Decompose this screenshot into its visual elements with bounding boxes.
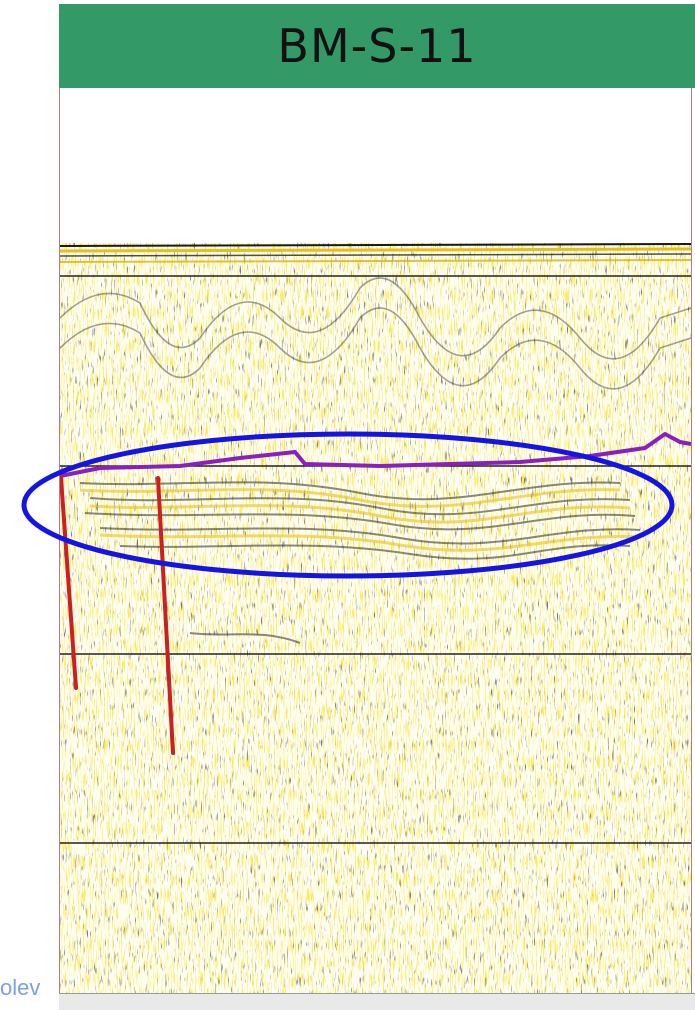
seismic-texture xyxy=(60,243,691,993)
bottom-strip xyxy=(59,993,695,1010)
section-title: BM-S-11 xyxy=(277,19,477,73)
seismic-section xyxy=(59,88,692,993)
title-bar: BM-S-11 xyxy=(59,4,695,88)
seafloor-reflection xyxy=(60,243,691,263)
corner-text: olev xyxy=(0,975,41,1000)
seismic-section-image xyxy=(60,243,691,993)
